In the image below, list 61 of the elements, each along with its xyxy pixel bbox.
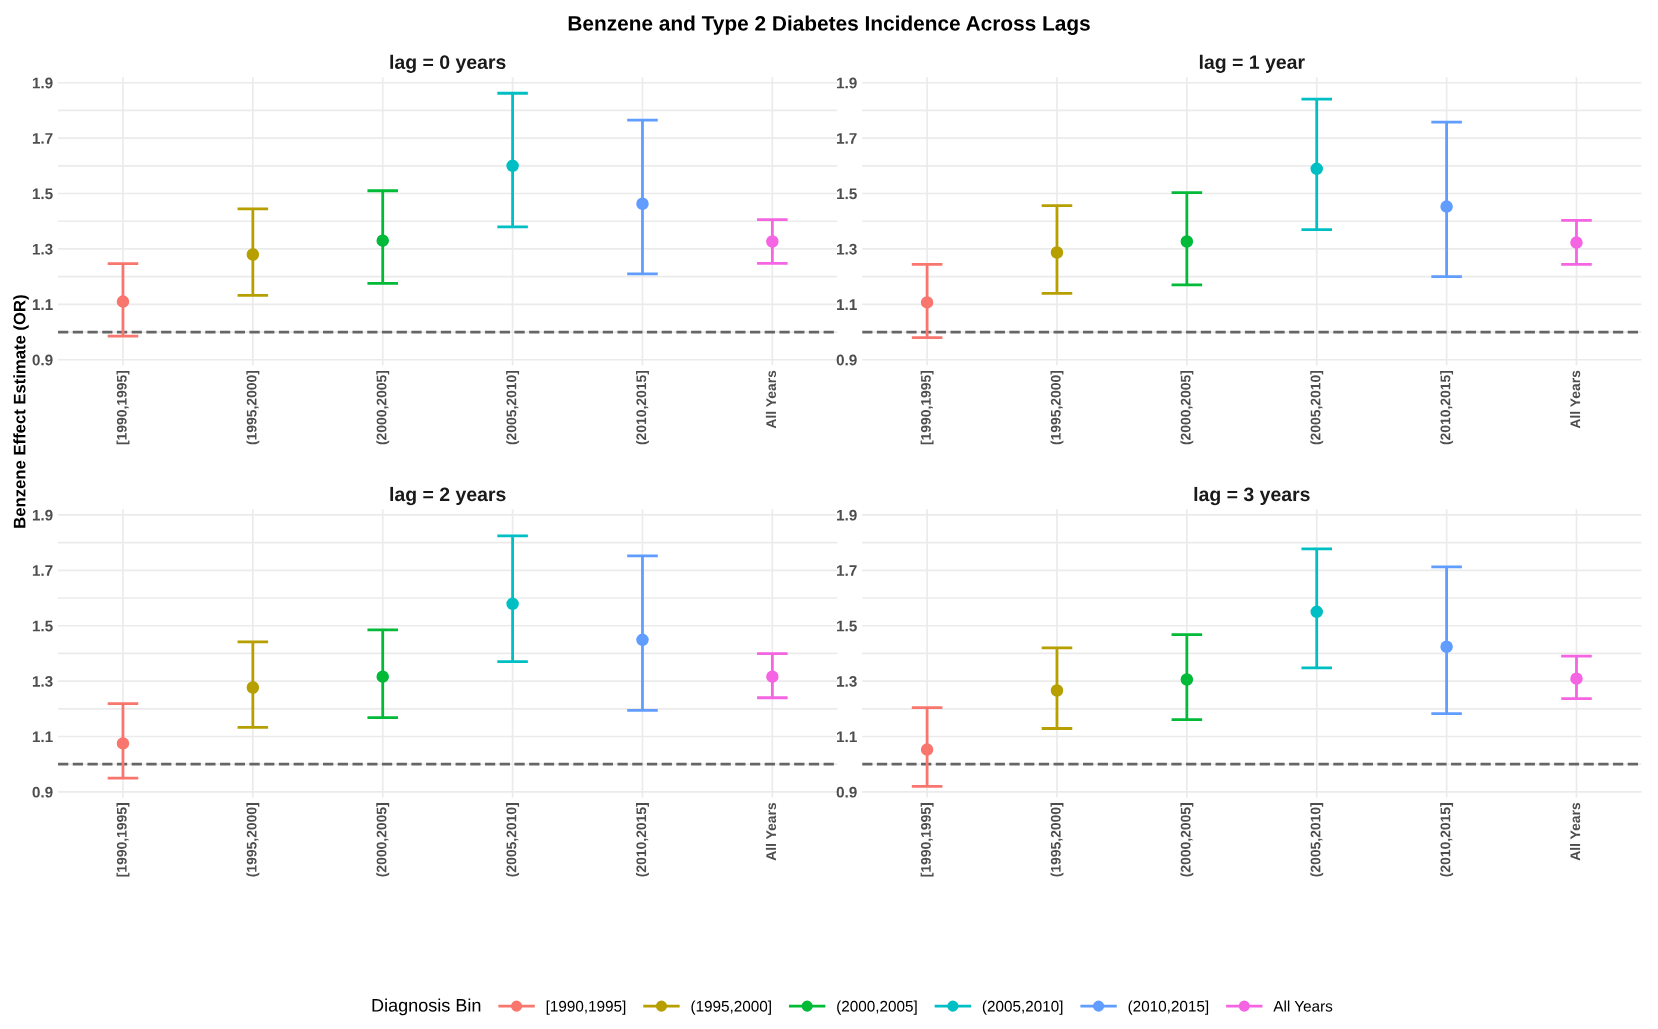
- y-tick-label: 1.1: [32, 731, 53, 743]
- x-tick-label: (1995,2000]: [1050, 370, 1064, 445]
- legend-label: (2010,2015]: [1128, 1000, 1209, 1015]
- y-tick-label: 1.5: [837, 188, 857, 200]
- x-tick-label: (2005,2010]: [506, 370, 520, 445]
- x-tick-label: All Years: [765, 370, 777, 429]
- chart-subtitle: lag = 0 years: [390, 54, 506, 73]
- y-tick-label: 1.9: [32, 509, 53, 521]
- y-tick-label: 1.3: [32, 675, 53, 687]
- x-tick-label: (2010,2015]: [1440, 370, 1454, 445]
- y-tick-label: 1.9: [837, 509, 857, 521]
- x-tick-label: (1995,2000]: [246, 803, 260, 877]
- x-tick-label: All Years: [1570, 370, 1581, 429]
- legend-label: (2000,2005]: [837, 1000, 917, 1015]
- legend-label: (2005,2010]: [982, 1000, 1063, 1015]
- chart-subtitle: lag = 1 year: [1199, 54, 1305, 73]
- x-tick-label: (1995,2000]: [246, 370, 260, 445]
- legend-title: Diagnosis Bin: [372, 998, 481, 1016]
- x-tick-label: (2010,2015]: [636, 803, 649, 877]
- x-tick-label: (2000,2005]: [376, 370, 390, 445]
- y-tick-label: 1.3: [837, 243, 857, 255]
- x-tick-label: [1990,1995]: [116, 803, 130, 877]
- x-tick-label: [1990,1995]: [116, 370, 130, 445]
- x-tick-label: [1990,1995]: [920, 370, 934, 445]
- x-tick-label: All Years: [1570, 802, 1581, 861]
- chart-title: Benzene and Type 2 Diabetes Incidence Across Lags: [568, 15, 1090, 35]
- y-tick-label: 1.9: [32, 77, 53, 89]
- legend-label: All Years: [1273, 1000, 1333, 1012]
- y-tick-label: 1.9: [837, 77, 857, 89]
- y-tick-label: 1.1: [32, 299, 53, 310]
- x-tick-label: (2010,2015]: [636, 370, 649, 445]
- x-tick-label: All Years: [765, 802, 777, 861]
- x-tick-label: (2010,2015]: [1440, 803, 1454, 877]
- x-tick-label: (2000,2005]: [1180, 803, 1194, 877]
- y-tick-label: 1.1: [837, 299, 857, 310]
- y-tick-label: 0.9: [836, 786, 857, 798]
- chart-subtitle: lag = 2 years: [390, 486, 506, 506]
- chart-subtitle: lag = 3 years: [1194, 486, 1310, 506]
- y-tick-label: 1.3: [32, 243, 53, 255]
- legend-label: (1995,2000]: [691, 1000, 771, 1015]
- y-tick-label: 1.7: [32, 133, 53, 144]
- y-tick-label: 1.7: [32, 565, 53, 576]
- y-tick-label: 0.9: [836, 354, 857, 366]
- x-tick-label: (1995,2000]: [1050, 803, 1064, 877]
- x-tick-label: [1990,1995]: [920, 803, 934, 877]
- y-tick-label: 1.1: [837, 731, 857, 743]
- legend-label: [1990,1995]: [546, 1000, 626, 1015]
- y-tick-label: 1.5: [837, 620, 857, 632]
- y-tick-label: 0.9: [32, 354, 53, 366]
- x-tick-label: (2005,2010]: [1310, 803, 1324, 877]
- y-axis-title: Benzene Effect Estimate (OR): [13, 295, 29, 528]
- y-tick-label: 1.5: [32, 188, 53, 200]
- x-tick-label: (2005,2010]: [506, 803, 520, 877]
- y-tick-label: 1.7: [837, 565, 857, 576]
- y-tick-label: 1.5: [32, 620, 53, 632]
- x-tick-label: (2005,2010]: [1310, 370, 1324, 445]
- x-tick-label: (2000,2005]: [376, 803, 390, 877]
- y-tick-label: 1.3: [837, 675, 857, 687]
- y-tick-label: 0.9: [32, 786, 53, 798]
- y-tick-label: 1.7: [837, 133, 857, 144]
- x-tick-label: (2000,2005]: [1180, 370, 1194, 445]
